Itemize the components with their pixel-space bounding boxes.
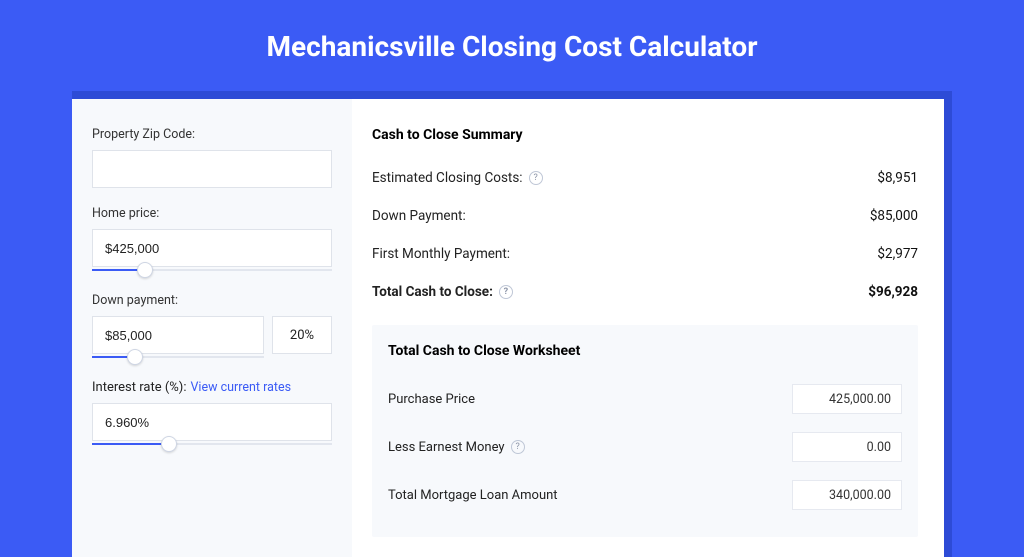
help-icon[interactable]: ? [499, 285, 513, 299]
summary-row-down-payment: Down Payment: $85,000 [372, 197, 918, 235]
page-title: Mechanicsville Closing Cost Calculator [0, 0, 1024, 91]
worksheet-value-earnest-money[interactable]: 0.00 [792, 432, 902, 462]
worksheet-row-earnest-money: Less Earnest Money ? 0.00 [388, 423, 902, 471]
down-payment-field-group: Down payment: 20% [92, 293, 332, 354]
summary-row-monthly-payment: First Monthly Payment: $2,977 [372, 235, 918, 273]
summary-row-closing-costs: Estimated Closing Costs: ? $8,951 [372, 159, 918, 197]
card-shadow: Property Zip Code: Home price: Down paym… [72, 91, 952, 557]
help-icon[interactable]: ? [529, 171, 543, 185]
zip-field-group: Property Zip Code: [92, 127, 332, 188]
worksheet-row-purchase-price: Purchase Price 425,000.00 [388, 375, 902, 423]
down-payment-slider-thumb[interactable] [127, 349, 143, 365]
summary-label-monthly-payment: First Monthly Payment: [372, 246, 510, 262]
worksheet-label-purchase-price: Purchase Price [388, 392, 475, 407]
down-payment-input-wrap [92, 316, 264, 354]
interest-rate-input-wrap [92, 403, 332, 441]
down-payment-row: 20% [92, 316, 332, 354]
worksheet-value-purchase-price[interactable]: 425,000.00 [792, 384, 902, 414]
down-payment-label: Down payment: [92, 293, 332, 308]
down-payment-input[interactable] [92, 316, 264, 354]
home-price-input-wrap [92, 229, 332, 267]
summary-title: Cash to Close Summary [372, 127, 918, 143]
worksheet-label-earnest-money: Less Earnest Money [388, 440, 505, 455]
interest-rate-slider-thumb[interactable] [161, 436, 177, 452]
summary-label-closing-costs: Estimated Closing Costs: [372, 170, 523, 186]
current-rates-link[interactable]: View current rates [190, 380, 291, 395]
home-price-input[interactable] [92, 229, 332, 267]
results-panel: Cash to Close Summary Estimated Closing … [352, 99, 944, 557]
interest-rate-field-group: Interest rate (%): View current rates [92, 380, 332, 441]
summary-label-total: Total Cash to Close: [372, 284, 493, 300]
calculator-card: Property Zip Code: Home price: Down paym… [72, 99, 944, 557]
interest-rate-label: Interest rate (%): [92, 380, 186, 395]
summary-label-down-payment: Down Payment: [372, 208, 466, 224]
worksheet-title: Total Cash to Close Worksheet [388, 343, 902, 359]
summary-value-closing-costs: $8,951 [877, 170, 918, 186]
inputs-panel: Property Zip Code: Home price: Down paym… [72, 99, 352, 557]
home-price-slider-thumb[interactable] [137, 262, 153, 278]
zip-label: Property Zip Code: [92, 127, 332, 142]
summary-value-total: $96,928 [868, 284, 918, 300]
worksheet-label-mortgage-amount: Total Mortgage Loan Amount [388, 488, 558, 503]
home-price-field-group: Home price: [92, 206, 332, 267]
interest-rate-label-row: Interest rate (%): View current rates [92, 380, 332, 395]
interest-rate-slider-fill [92, 443, 169, 445]
help-icon[interactable]: ? [511, 440, 525, 454]
worksheet-value-mortgage-amount[interactable]: 340,000.00 [792, 480, 902, 510]
summary-value-monthly-payment: $2,977 [877, 246, 918, 262]
zip-input[interactable] [92, 150, 332, 188]
worksheet-panel: Total Cash to Close Worksheet Purchase P… [372, 325, 918, 537]
summary-row-total: Total Cash to Close: ? $96,928 [372, 273, 918, 311]
down-payment-pct[interactable]: 20% [272, 316, 332, 354]
summary-value-down-payment: $85,000 [870, 208, 918, 224]
home-price-label: Home price: [92, 206, 332, 221]
interest-rate-input[interactable] [92, 403, 332, 441]
